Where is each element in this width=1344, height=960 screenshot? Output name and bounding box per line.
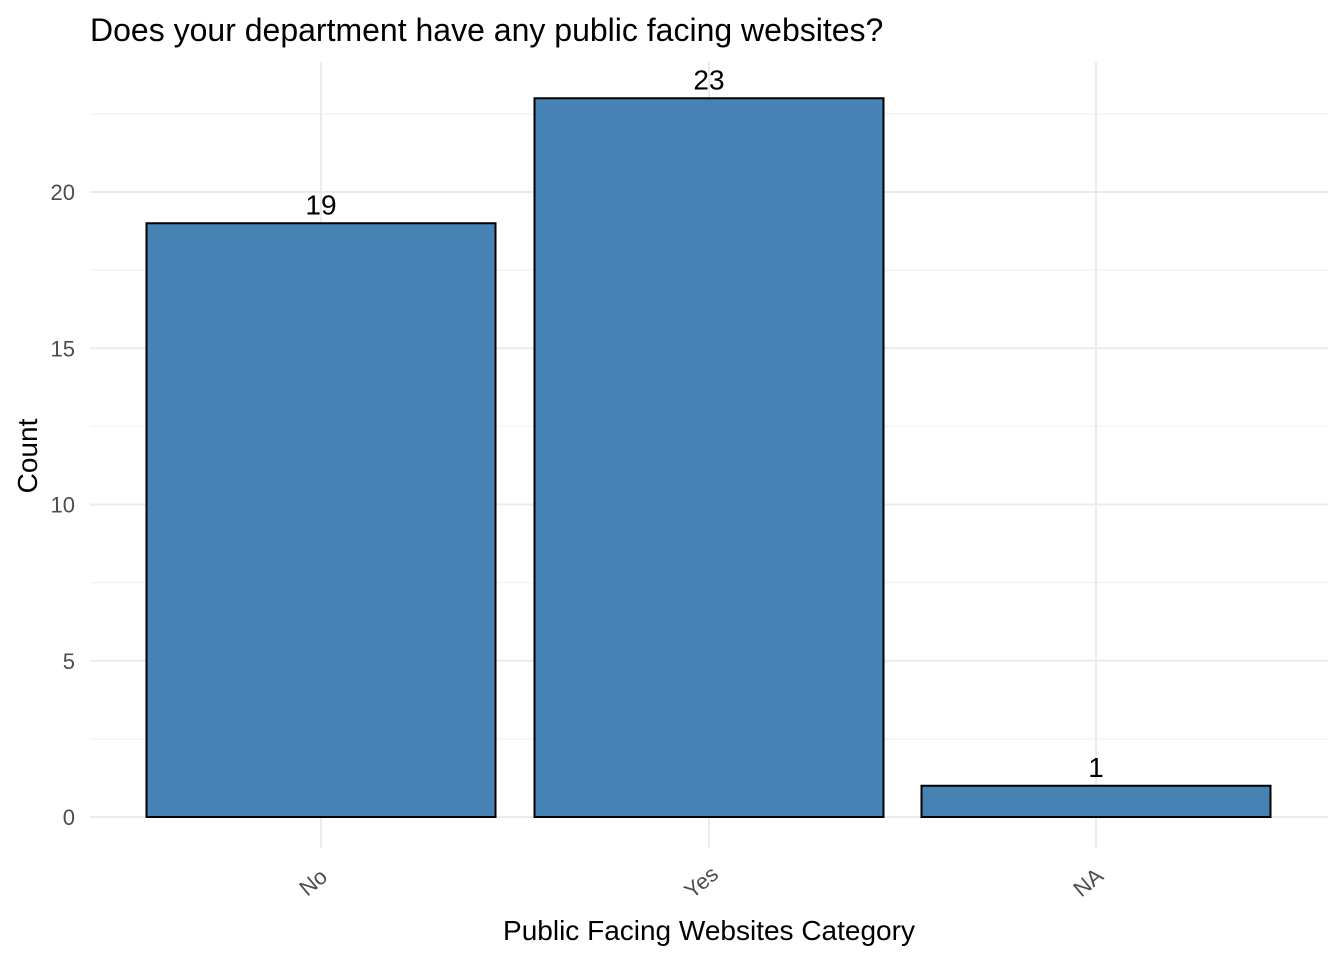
y-axis-title: Count — [12, 418, 43, 493]
y-tick-label: 10 — [51, 493, 75, 518]
y-tick-label: 5 — [63, 649, 75, 674]
data-label-no: 19 — [305, 189, 336, 220]
data-labels: 19 23 1 — [305, 64, 1103, 783]
x-axis-title: Public Facing Websites Category — [503, 915, 915, 946]
y-tick-label: 20 — [51, 180, 75, 205]
y-tick-label: 0 — [63, 805, 75, 830]
x-axis-ticks: No Yes NA — [294, 861, 1108, 903]
x-tick-label-na: NA — [1068, 863, 1108, 902]
bar-no — [145, 222, 497, 818]
x-tick-label-yes: Yes — [679, 861, 723, 903]
y-tick-label: 15 — [51, 336, 75, 361]
data-label-yes: 23 — [693, 64, 724, 95]
bars — [145, 97, 1272, 818]
x-tick-label-no: No — [294, 864, 332, 901]
bar-yes — [533, 97, 885, 818]
y-axis-ticks: 0 5 10 15 20 — [51, 180, 75, 830]
bar-na — [920, 784, 1272, 818]
chart-title: Does your department have any public fac… — [90, 12, 883, 48]
data-label-na: 1 — [1088, 752, 1104, 783]
